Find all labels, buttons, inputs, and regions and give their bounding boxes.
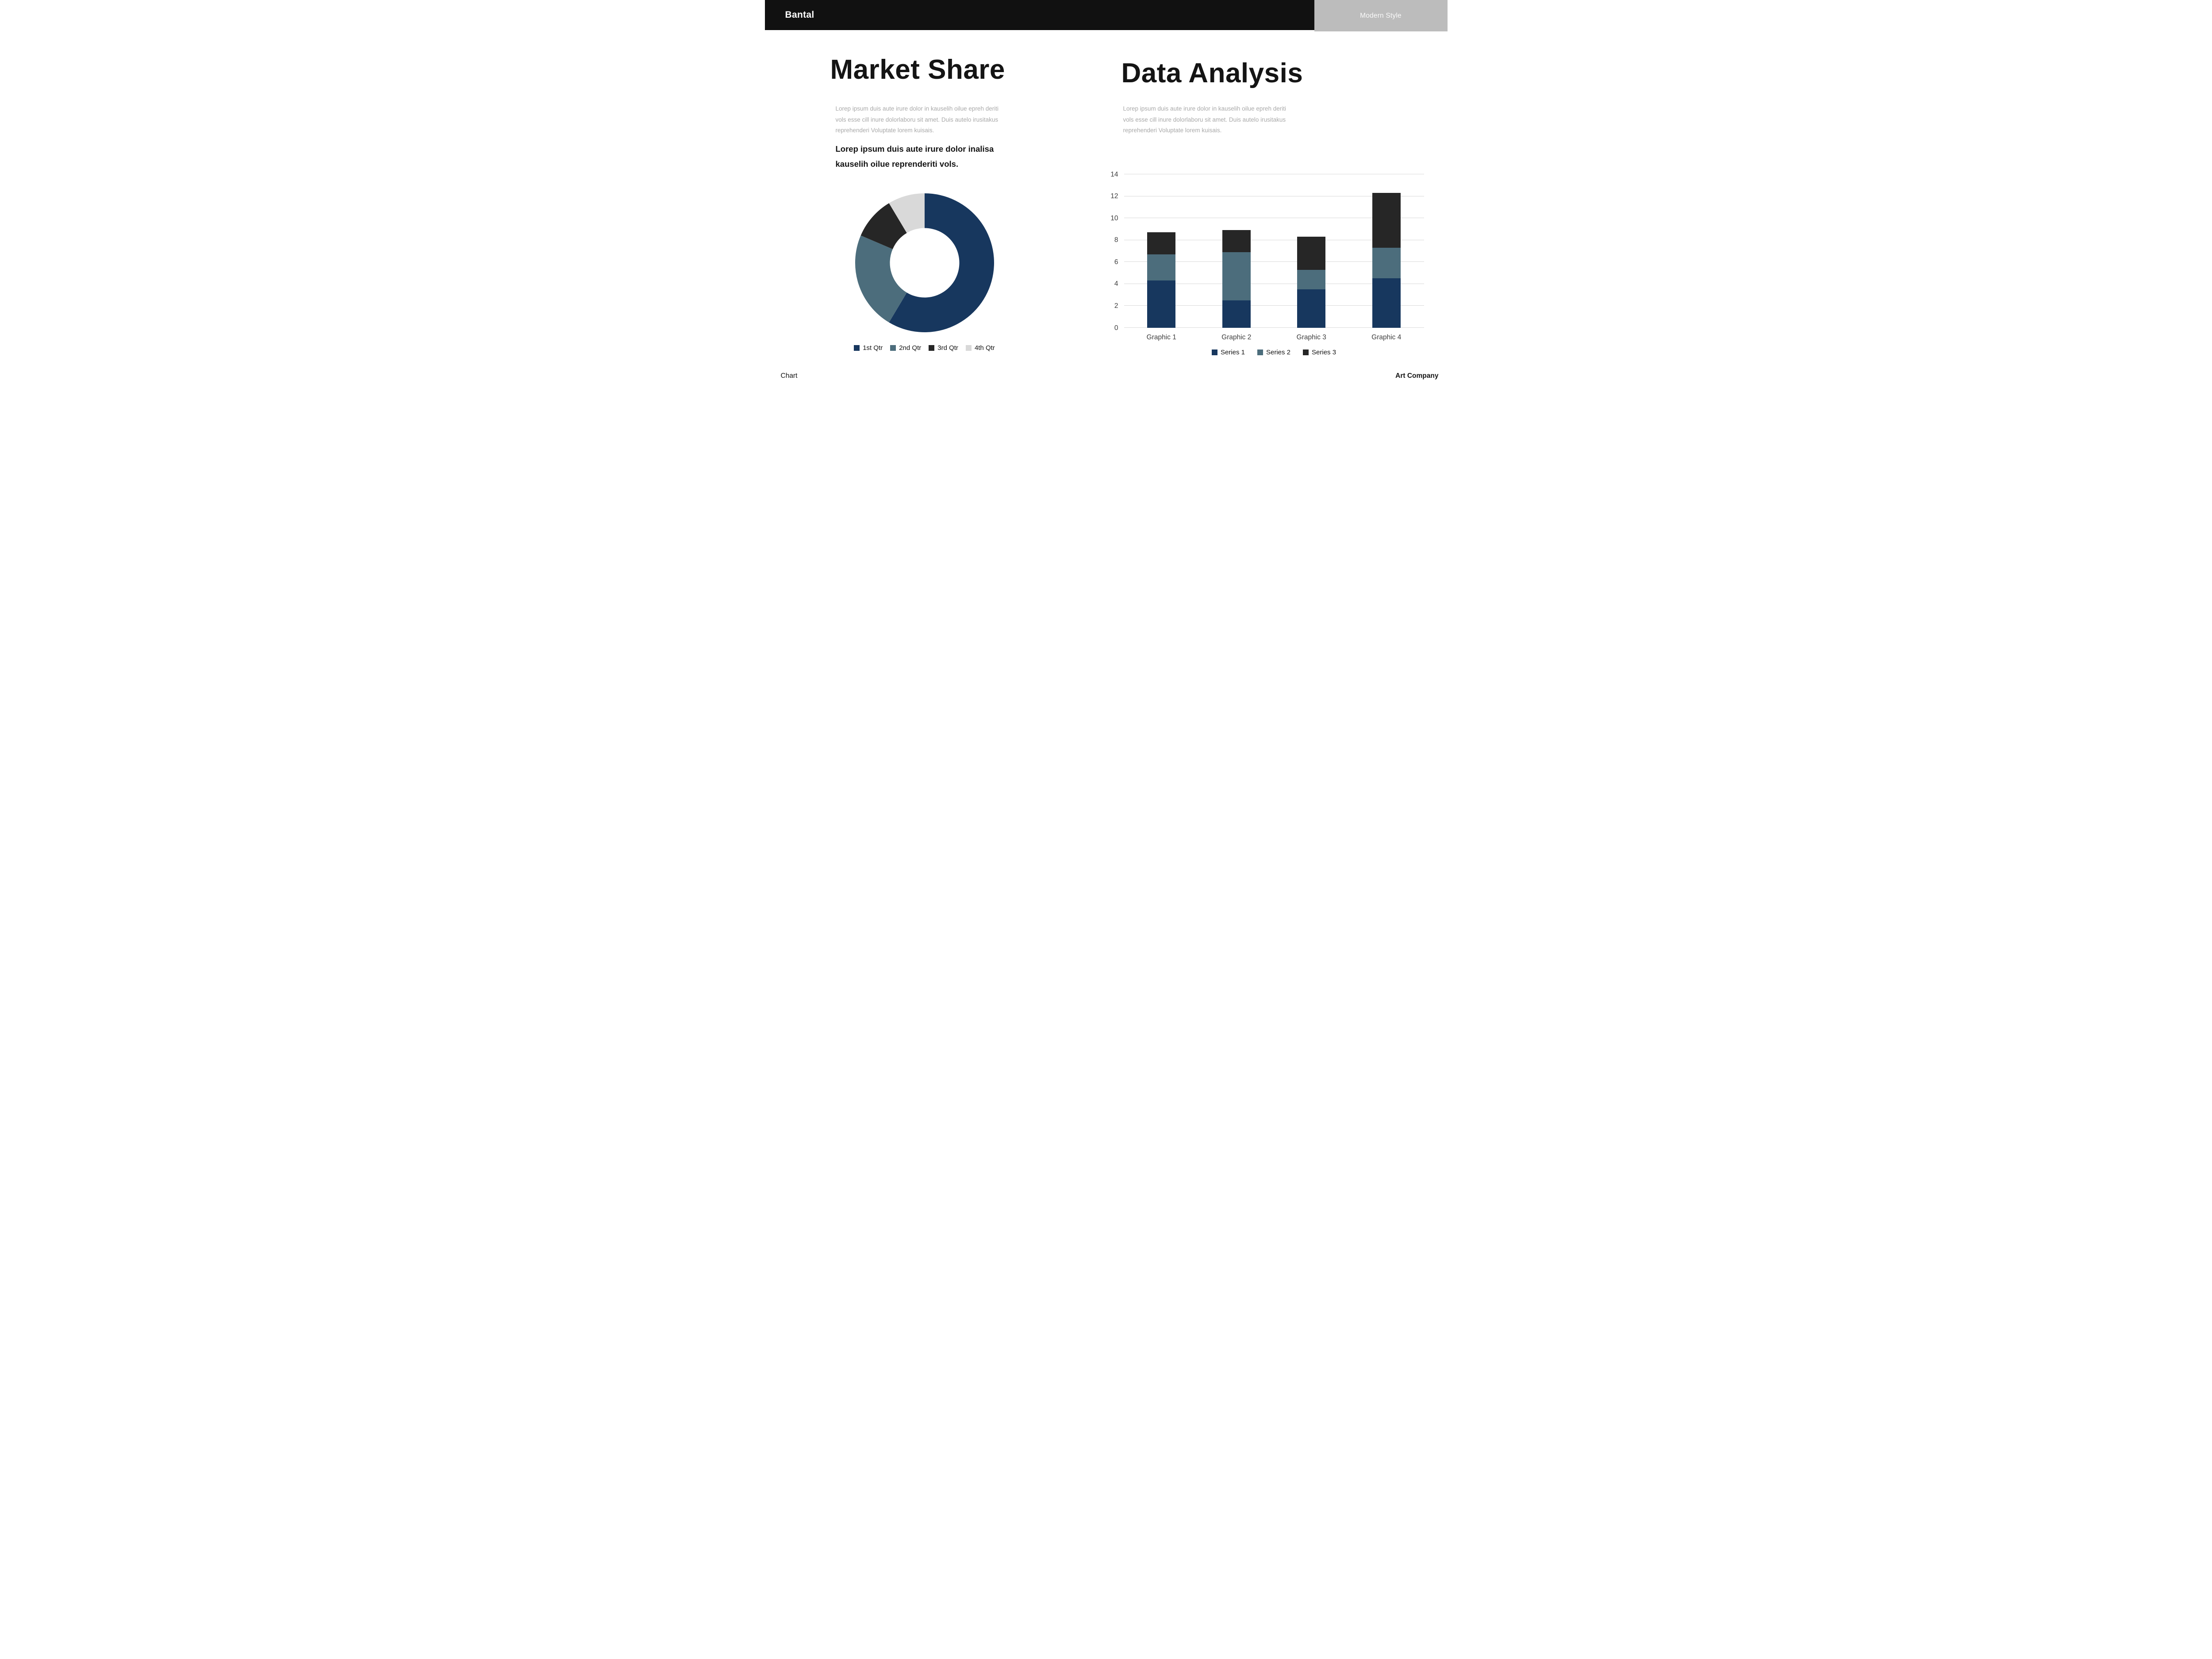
market-share-title: Market Share [830,54,1005,85]
bar-segment-series-3 [1297,237,1326,270]
stacked-bar-3 [1297,237,1326,328]
legend-item-1: Series 1 [1211,349,1245,356]
stacked-bar-2 [1222,230,1251,328]
gridline [1124,327,1424,328]
bar-plot-area: 0 2 4 6 8 10 12 14 [1110,171,1424,331]
donut-slice-1 [888,193,994,332]
x-axis-category-label: Graphic 4 [1371,334,1402,341]
bar-segment-series-2 [1297,269,1326,290]
bar-legend: Series 1 Series 2 Series 3 [1124,349,1424,356]
x-axis-category-label: Graphic 3 [1296,334,1326,341]
legend-swatch [929,345,935,351]
legend-item-4: 4th Qtr [965,344,995,352]
bar-group-2 [1199,174,1274,328]
y-axis-tick-label: 14 [1110,170,1118,178]
donut-legend: 1st Qtr 2nd Qtr 3rd Qtr 4th Qtr [836,344,1013,352]
stacked-bar-1 [1147,232,1176,328]
legend-item-3: 3rd Qtr [929,344,958,352]
donut-chart [855,193,994,332]
legend-item-1: 1st Qtr [854,344,883,352]
donut-slice-4 [888,193,925,233]
brand-logo: Bantal [785,10,814,20]
x-axis-category-label: Graphic 1 [1146,334,1176,341]
market-share-paragraph: Lorep ipsum duis aute irure dolor in kau… [835,105,998,134]
bar-segment-series-3 [1222,230,1251,252]
bar-segment-series-2 [1147,254,1176,281]
legend-label: 4th Qtr [974,344,995,352]
data-analysis-paragraph: Lorep ipsum duis aute irure dolor in kau… [1123,105,1286,134]
style-badge-label: Modern Style [1360,12,1402,19]
footer-page-label: Chart [780,372,798,380]
y-axis-tick-label: 8 [1114,236,1118,244]
legend-swatch [1211,349,1217,355]
legend-label: Series 2 [1266,349,1291,356]
slide: Bantal Modern Style Market Share Lorep i… [764,0,1448,384]
bar-segment-series-1 [1222,300,1251,328]
y-axis-tick-label: 6 [1114,258,1118,266]
bar-segment-series-3 [1147,232,1176,254]
bar-segment-series-1 [1147,280,1176,328]
legend-swatch [890,345,896,351]
footer-company-label: Art Company [1395,372,1439,380]
y-axis-tick-label: 10 [1110,214,1118,222]
legend-swatch [965,345,972,351]
legend-label: 1st Qtr [863,344,883,352]
gridline [1124,261,1424,262]
header-bar: Bantal [764,0,1314,30]
y-axis-tick-label: 0 [1114,324,1118,332]
bar-segment-series-2 [1372,248,1401,279]
stacked-bar-4 [1372,193,1401,328]
bar-groups [1124,174,1424,328]
legend-swatch [854,345,860,351]
y-axis-tick-label: 2 [1114,302,1118,310]
donut-slice-3 [860,203,907,250]
legend-label: Series 1 [1220,349,1245,356]
gridline [1124,305,1424,306]
legend-swatch [1257,349,1263,355]
donut-slice-2 [855,235,907,323]
x-axis-labels: Graphic 1 Graphic 2 Graphic 3 Graphic 4 [1124,334,1424,342]
bar-group-3 [1274,174,1349,328]
y-axis-tick-label: 4 [1114,280,1118,288]
style-badge: Modern Style [1314,0,1448,31]
market-share-highlight: Lorep ipsum duis aute irure dolor inalis… [835,144,994,169]
legend-item-2: 2nd Qtr [890,344,921,352]
legend-item-2: Series 2 [1257,349,1290,356]
bar-segment-series-2 [1222,252,1251,301]
bar-segment-series-1 [1297,289,1326,328]
x-axis-category-label: Graphic 2 [1221,334,1252,341]
bar-segment-series-1 [1372,278,1401,328]
legend-label: 3rd Qtr [937,344,958,352]
legend-label: Series 3 [1312,349,1336,356]
legend-swatch [1303,349,1309,355]
bar-segment-series-3 [1372,193,1401,248]
bar-group-4 [1349,174,1424,328]
bar-group-1 [1124,174,1199,328]
y-axis-tick-label: 12 [1110,192,1118,200]
data-analysis-title: Data Analysis [1121,58,1303,88]
legend-label: 2nd Qtr [899,344,922,352]
legend-item-3: Series 3 [1303,349,1336,356]
